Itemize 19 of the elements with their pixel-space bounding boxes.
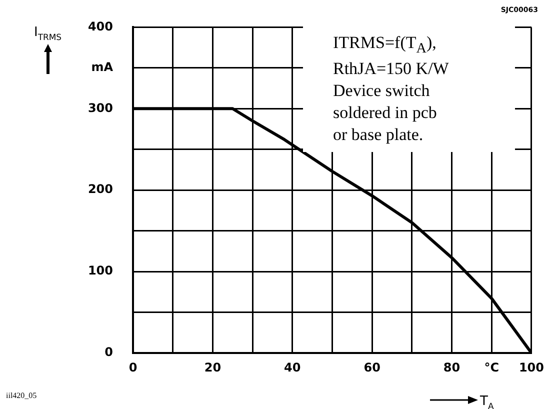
x-tick-label: 100 bbox=[518, 360, 544, 374]
y-tick-label: 400 bbox=[88, 19, 113, 34]
y-tick-label: 100 bbox=[88, 264, 113, 278]
y-tick-label: mA bbox=[91, 60, 114, 74]
x-tick-label: 0 bbox=[128, 360, 138, 374]
annotation: Device switch bbox=[333, 80, 431, 102]
x-tick-label: °C bbox=[484, 360, 500, 374]
annotation: RthJA=150 K/W bbox=[333, 58, 450, 80]
y-tick-label: 200 bbox=[88, 182, 113, 196]
y-tick-label: 0 bbox=[104, 345, 113, 360]
annotation: soldered in pcb bbox=[333, 102, 438, 124]
annotation: or base plate. bbox=[333, 124, 424, 146]
x-tick-label: 80 bbox=[443, 360, 460, 374]
x-tick-label: 40 bbox=[284, 360, 301, 374]
y-tick-label: 300 bbox=[88, 100, 113, 115]
annotation: ITRMS=f(T$_{A}$), bbox=[333, 32, 438, 58]
x-tick-label: 20 bbox=[204, 360, 222, 374]
text: iil420_05 bbox=[6, 391, 37, 400]
x-tick-label: 60 bbox=[364, 360, 380, 374]
